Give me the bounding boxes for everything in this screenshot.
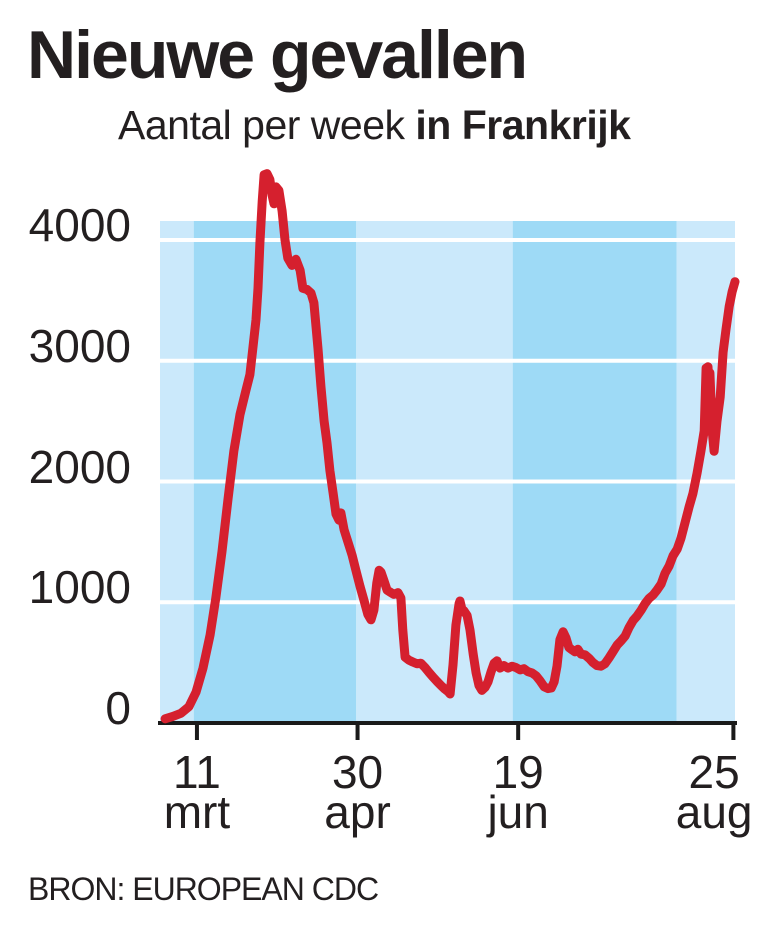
x-axis-label-25-aug: 25 aug xyxy=(634,746,763,838)
x-axis-label-30-apr: 30 apr xyxy=(278,746,438,838)
chart-subtitle: Aantal per week in Frankrijk xyxy=(118,102,631,148)
x-axis-label-line: 11 xyxy=(173,746,221,798)
gridline-1000 xyxy=(160,600,735,605)
x-axis-label-11-mrt: 11 mrt xyxy=(117,746,277,838)
y-axis-label-4000: 4000 xyxy=(28,199,131,251)
x-axis-tick xyxy=(355,723,360,740)
chart-subtitle-bold: in Frankrijk xyxy=(415,102,631,148)
x-axis-line xyxy=(158,721,737,725)
x-axis-label-line: 19 xyxy=(492,746,544,798)
chart-subtitle-regular: Aantal per week xyxy=(118,102,416,148)
source-note: BRON: EUROPEAN CDC xyxy=(28,871,379,907)
x-axis-label-line: 25 xyxy=(688,746,740,798)
chart-title: Nieuwe gevallen xyxy=(27,17,528,93)
month-band-light xyxy=(160,221,194,723)
gridline-4000 xyxy=(160,238,735,242)
x-axis-label-line: 30 xyxy=(331,746,384,798)
y-axis-label-1000: 1000 xyxy=(28,561,131,614)
x-axis-label-line: apr xyxy=(324,786,391,838)
y-axis-label-3000: 3000 xyxy=(28,319,131,372)
x-axis-tick xyxy=(516,723,521,740)
cases-line-series xyxy=(160,169,740,724)
month-band-light xyxy=(676,221,735,723)
x-axis-label-line: aug xyxy=(675,786,753,838)
y-axis-label-2000: 2000 xyxy=(28,440,131,493)
month-band-light xyxy=(356,221,513,723)
x-axis-label-19-jun: 19 jun xyxy=(438,746,598,838)
x-axis-label-line: mrt xyxy=(163,786,231,838)
gridline-3000 xyxy=(160,358,735,363)
gridline-2000 xyxy=(160,479,735,484)
x-axis-tick xyxy=(194,723,199,740)
y-axis-label-0: 0 xyxy=(105,682,131,734)
x-axis-tick xyxy=(731,723,736,740)
month-band-dark xyxy=(512,221,677,723)
x-axis-label-line: jun xyxy=(487,786,549,838)
